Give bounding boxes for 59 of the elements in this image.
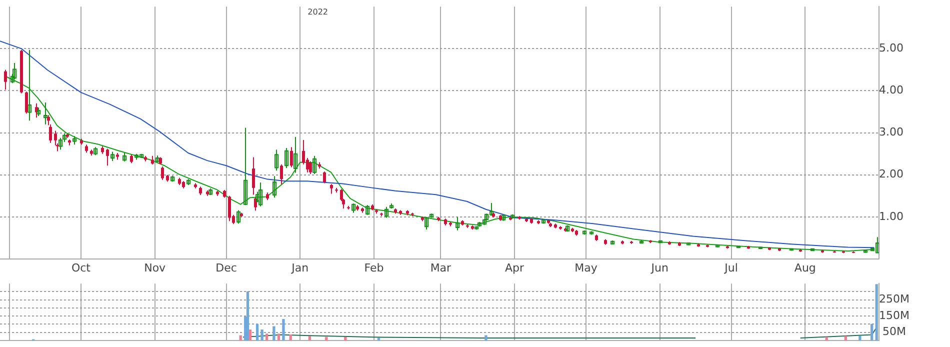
bar — [282, 318, 285, 340]
candlestick — [12, 62, 16, 80]
candlestick — [384, 206, 388, 218]
candlestick — [274, 149, 278, 172]
candlestick — [309, 160, 312, 175]
y-tick-label: 250M — [878, 292, 910, 306]
bar — [858, 336, 862, 340]
candlestick — [106, 148, 109, 166]
y-tick-label: 4.00 — [878, 84, 904, 97]
candlestick — [290, 146, 293, 168]
bar — [248, 330, 252, 340]
x-tick-label: Jan — [290, 261, 309, 274]
bar — [256, 324, 259, 340]
y-tick-label: 5.00 — [878, 42, 904, 55]
candlestick — [25, 91, 28, 114]
y-tick-label: 150M — [878, 308, 910, 322]
candlestick — [330, 184, 333, 194]
x-tick-label: Jun — [650, 261, 668, 274]
candlestick — [58, 137, 62, 150]
candlestick — [352, 202, 356, 214]
x-tick-label: Nov — [144, 261, 166, 274]
candlestick — [366, 204, 370, 216]
bar — [484, 335, 488, 340]
candlestick — [312, 155, 316, 175]
candlestick — [4, 69, 7, 90]
candlestick — [244, 127, 248, 206]
bar — [239, 335, 242, 340]
candlestick — [110, 151, 114, 162]
bar — [272, 326, 276, 340]
candlestick — [228, 195, 231, 222]
bar — [246, 291, 250, 340]
candlestick — [456, 216, 460, 231]
candlestick — [280, 164, 283, 185]
x-tick-label: Mar — [430, 261, 452, 274]
x-tick-label: Oct — [71, 261, 92, 274]
candlestick — [272, 176, 276, 198]
candlestick — [161, 166, 164, 180]
candlestick — [284, 147, 288, 169]
x-tick-label: Feb — [364, 261, 384, 274]
y-tick-label: 50M — [882, 325, 906, 338]
y-tick-label: 1.00 — [878, 210, 904, 223]
candlestick — [294, 136, 298, 174]
candlestick — [28, 49, 32, 122]
candlestick — [424, 216, 428, 230]
x-tick-label: Apr — [505, 261, 525, 274]
annotation: 2022 — [308, 8, 328, 17]
bar — [260, 330, 264, 340]
candlestick — [236, 210, 240, 224]
x-tick-label: May — [574, 261, 598, 274]
candlestick — [258, 182, 262, 207]
x-tick-label: Aug — [794, 261, 816, 274]
candlestick — [323, 171, 326, 184]
y-tick-label: 2.00 — [878, 168, 904, 181]
y-tick-label: 3.00 — [878, 126, 904, 139]
candlestick — [44, 102, 48, 125]
x-tick-label: Dec — [216, 261, 237, 274]
candlestick — [252, 156, 255, 196]
bar — [870, 324, 874, 340]
x-tick-label: Jul — [724, 261, 738, 274]
